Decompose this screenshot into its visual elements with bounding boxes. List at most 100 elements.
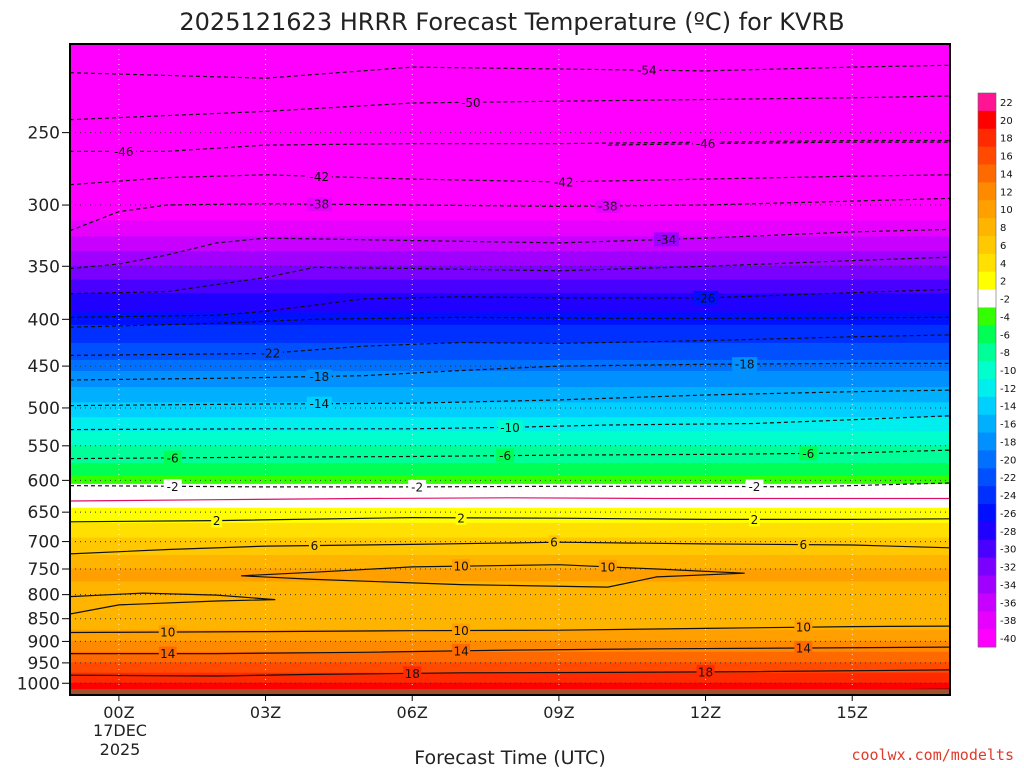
temperature-band	[70, 684, 950, 687]
isotherm-label-bg	[653, 232, 679, 247]
isotherm-label-bg	[696, 664, 715, 679]
isotherm-label-bg	[693, 290, 719, 305]
isotherm-label: -2	[167, 480, 179, 494]
colorbar-swatch	[978, 396, 996, 416]
colorbar-tick-label: 18	[1000, 134, 1013, 145]
credit-text: coolwx.com/modelts	[851, 746, 1014, 764]
temperature-band	[70, 503, 950, 509]
temperature-band	[70, 462, 950, 469]
temperature-band	[70, 565, 950, 570]
isotherm-line	[70, 139, 950, 152]
isotherm-label-bg	[211, 513, 223, 528]
temperature-band	[70, 615, 950, 620]
isotherm-label: -42	[554, 175, 574, 189]
temperature-band	[70, 603, 950, 608]
temperature-band	[70, 381, 950, 389]
colorbar-swatch	[978, 218, 996, 237]
isotherm-line	[70, 415, 950, 431]
temperature-band	[70, 657, 950, 661]
temperature-band	[70, 654, 950, 659]
isotherm-label-bg	[797, 537, 809, 552]
isotherm-label-bg	[693, 136, 719, 151]
isotherm-label: 2	[457, 511, 465, 525]
isotherm-label: 10	[796, 621, 811, 635]
temperature-band	[70, 664, 950, 669]
temperature-band	[70, 578, 950, 583]
isotherm-label: 10	[160, 626, 175, 640]
isotherm-label-bg	[158, 625, 177, 640]
temperature-band	[70, 397, 950, 404]
y-tick-label: 700	[28, 533, 60, 553]
isotherm-label-bg	[306, 396, 332, 411]
temperature-band	[70, 640, 950, 645]
colorbar-tick-label: -34	[1000, 580, 1016, 591]
y-tick-label: 900	[28, 632, 60, 652]
temperature-band	[70, 440, 950, 447]
temperature-band	[70, 407, 950, 414]
temperature-band	[70, 376, 950, 383]
colorbar-tick-label: -38	[1000, 616, 1016, 627]
temperature-band	[70, 618, 950, 623]
temperature-band	[70, 359, 950, 367]
temperature-band	[70, 299, 950, 307]
colorbar-swatch	[978, 414, 996, 434]
isotherm-line	[70, 174, 950, 186]
colorbar-swatch	[978, 128, 996, 148]
temperature-band	[70, 511, 950, 517]
temperature-band	[70, 348, 950, 356]
isotherm-label: -2	[748, 480, 760, 494]
colorbar-tick-label: -32	[1000, 563, 1016, 574]
isotherm-label: -14	[310, 397, 330, 411]
temperature-band	[70, 575, 950, 580]
temperature-band	[70, 626, 950, 631]
colorbar-tick-label: 4	[1000, 259, 1006, 270]
isotherm-label: -38	[598, 199, 618, 213]
colorbar-swatch	[978, 110, 996, 130]
colorbar-tick-label: 8	[1000, 223, 1006, 234]
isotherm-label-bg	[794, 620, 813, 635]
isotherm-label-bg	[598, 559, 617, 574]
temperature-band	[70, 251, 950, 260]
isotherm-label-bg	[163, 479, 182, 494]
colorbar-tick-label: -40	[1000, 634, 1016, 645]
temperature-band	[70, 519, 950, 524]
temperature-band	[70, 228, 950, 238]
isotherm-label-bg	[308, 538, 320, 553]
colorbar-tick-label: -14	[1000, 402, 1016, 413]
colorbar-swatch	[978, 521, 996, 541]
isotherm-label: -46	[696, 137, 716, 151]
temperature-band	[70, 387, 950, 394]
temperature-band	[70, 90, 950, 102]
isotherm-label: -26	[696, 291, 716, 305]
isotherm-label: -50	[461, 96, 481, 110]
isotherm-label-bg	[306, 169, 332, 184]
isotherm-label-bg	[306, 369, 332, 384]
colorbar-tick-label: 12	[1000, 187, 1013, 198]
temperature-band	[70, 467, 950, 473]
temperature-band	[70, 675, 950, 679]
temperature-band	[70, 160, 950, 171]
colorbar-tick-label: -20	[1000, 455, 1016, 466]
temperature-band	[70, 597, 950, 602]
y-tick-label: 450	[28, 357, 60, 377]
temperature-band	[70, 672, 950, 677]
colorbar-swatch	[978, 200, 996, 219]
colorbar-swatch	[978, 361, 996, 380]
plot-frame	[69, 43, 951, 696]
colorbar-swatch	[978, 450, 996, 469]
isotherm-label-bg	[306, 197, 332, 212]
temperature-band	[70, 632, 950, 637]
temperature-band	[70, 646, 950, 651]
colorbar-tick-label: -26	[1000, 509, 1016, 520]
isotherm-label-bg	[452, 623, 471, 638]
colorbar-swatch	[978, 378, 996, 398]
x-axis-label: Forecast Time (UTC)	[414, 747, 605, 768]
chart-title: 2025121623 HRRR Forecast Temperature (ºC…	[179, 8, 844, 36]
temperature-band	[70, 590, 950, 596]
isotherm-label: 2	[213, 514, 221, 528]
y-tick-label: 1000	[17, 674, 60, 694]
y-tick-label: 300	[28, 196, 60, 216]
colorbar-tick-label: -12	[1000, 384, 1016, 395]
isotherm-label: 6	[550, 536, 558, 550]
colorbar-swatch	[978, 593, 996, 612]
